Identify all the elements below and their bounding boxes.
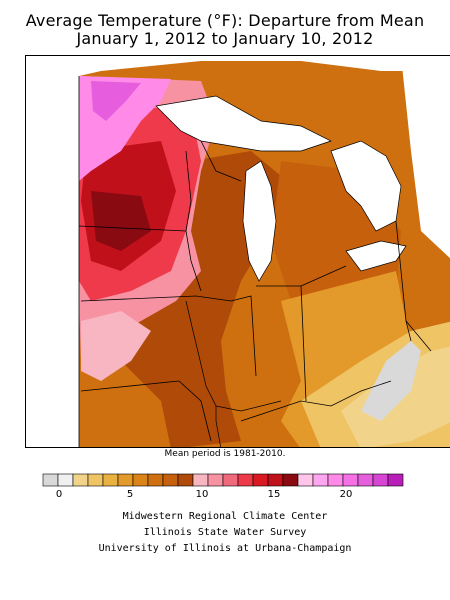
legend-swatch: [312, 473, 329, 487]
map-margin-north: [26, 56, 450, 76]
legend-swatch: [372, 473, 389, 487]
legend-swatch: [57, 473, 74, 487]
legend-swatch: [207, 473, 224, 487]
temperature-map: [26, 56, 450, 447]
credit-line-2: Illinois State Water Survey: [143, 527, 307, 538]
legend-swatch: [147, 473, 164, 487]
legend-swatch: [237, 473, 254, 487]
legend-tick-5: 5: [126, 489, 134, 500]
legend-swatch: [342, 473, 359, 487]
map-margin-northeast: [401, 56, 450, 259]
legend-swatch: [222, 473, 239, 487]
lake-michigan: [242, 160, 277, 282]
legend-swatch: [357, 473, 374, 487]
legend-swatch: [267, 473, 284, 487]
map-title-line-2: January 1, 2012 to January 10, 2012: [76, 29, 374, 48]
legend-swatch: [87, 473, 104, 487]
lake-superior: [155, 95, 332, 152]
credit-line-1: Midwestern Regional Climate Center: [122, 511, 328, 522]
legend-swatch: [102, 473, 119, 487]
legend-swatch: [177, 473, 194, 487]
legend-swatch: [252, 473, 269, 487]
departure-zone-10-southwest: [81, 311, 151, 381]
legend-tick-10: 10: [195, 489, 209, 500]
color-legend: [42, 473, 404, 487]
lake-erie: [345, 240, 407, 272]
legend-swatch: [132, 473, 149, 487]
legend-swatch: [42, 473, 59, 487]
legend-swatch: [192, 473, 209, 487]
map-margin-west: [26, 56, 79, 447]
rivers: [185, 300, 282, 447]
departure-zone-18: [91, 191, 151, 251]
map-panel: [25, 55, 450, 448]
departure-zone-22: [91, 81, 141, 121]
state-boundaries: [78, 76, 432, 447]
legend-swatch: [282, 473, 299, 487]
legend-swatch: [327, 473, 344, 487]
legend-tick-0: 0: [55, 489, 63, 500]
mean-period-note: Mean period is 1981-2010.: [164, 449, 286, 459]
legend-swatch: [297, 473, 314, 487]
legend-tick-15: 15: [267, 489, 281, 500]
map-title-line-1: Average Temperature (°F): Departure from…: [25, 11, 425, 30]
credit-line-3: University of Illinois at Urbana-Champai…: [98, 543, 352, 554]
legend-swatch: [117, 473, 134, 487]
legend-swatch: [72, 473, 89, 487]
legend-tick-20: 20: [339, 489, 353, 500]
departure-zone-9-10: [91, 151, 281, 447]
legend-swatch: [387, 473, 404, 487]
legend-swatch: [162, 473, 179, 487]
